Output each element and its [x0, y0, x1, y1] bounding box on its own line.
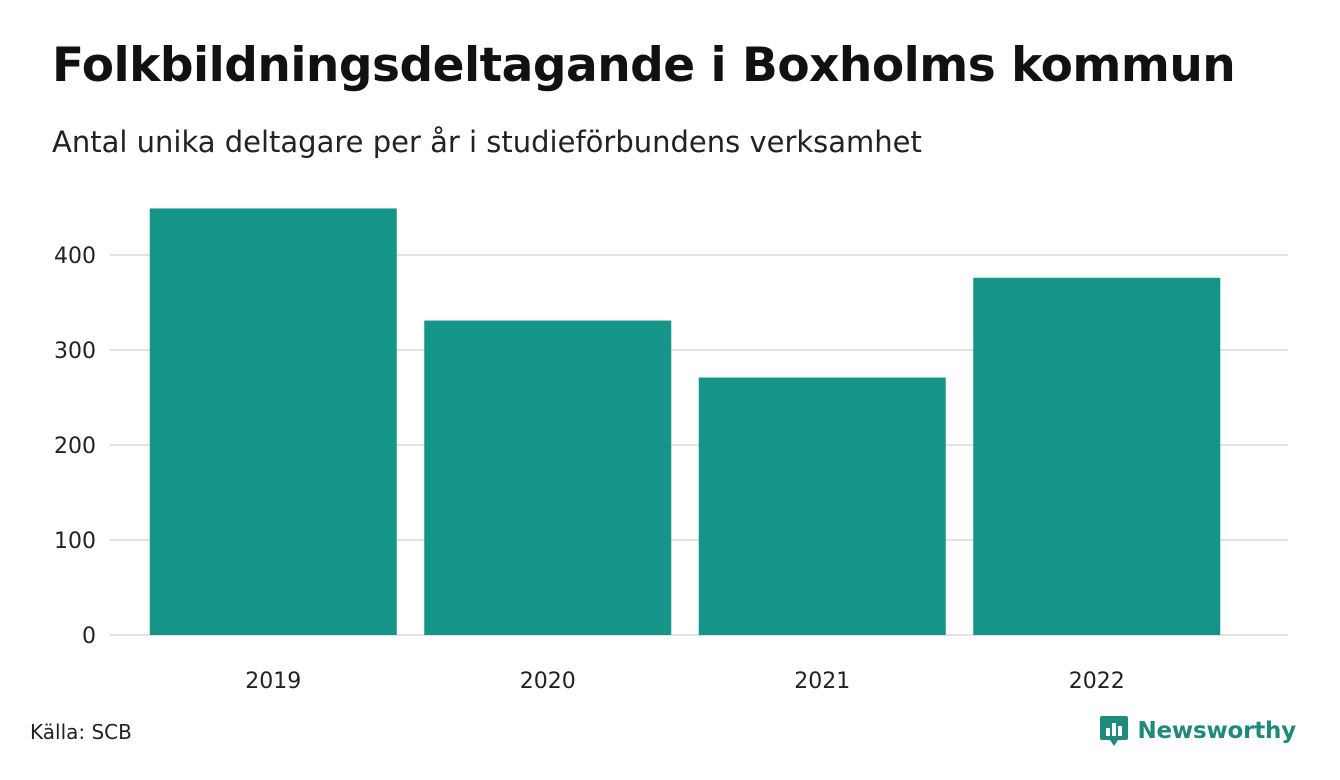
y-tick-label: 100: [54, 529, 96, 554]
y-tick-label: 0: [82, 624, 96, 649]
bar-2019: [149, 208, 397, 635]
y-tick-label: 400: [54, 244, 96, 269]
chart-title: Folkbildningsdeltagande i Boxholms kommu…: [52, 38, 1236, 93]
source-note: Källa: SCB: [30, 720, 132, 744]
bar-2022: [973, 277, 1221, 635]
y-tick-label: 300: [54, 339, 96, 364]
x-tick-label: 2020: [520, 669, 576, 694]
y-tick-label: 200: [54, 434, 96, 459]
bar-2020: [424, 320, 672, 635]
brand-name: Newsworthy: [1137, 718, 1296, 744]
x-tick-label: 2019: [245, 669, 301, 694]
newsworthy-logo-icon: [1100, 716, 1129, 746]
x-tick-label: 2022: [1069, 669, 1125, 694]
x-tick-label: 2021: [794, 669, 850, 694]
brand-logo: Newsworthy: [1099, 714, 1296, 748]
bar-2021: [698, 377, 946, 635]
chart-subtitle: Antal unika deltagare per år i studieför…: [52, 125, 922, 159]
